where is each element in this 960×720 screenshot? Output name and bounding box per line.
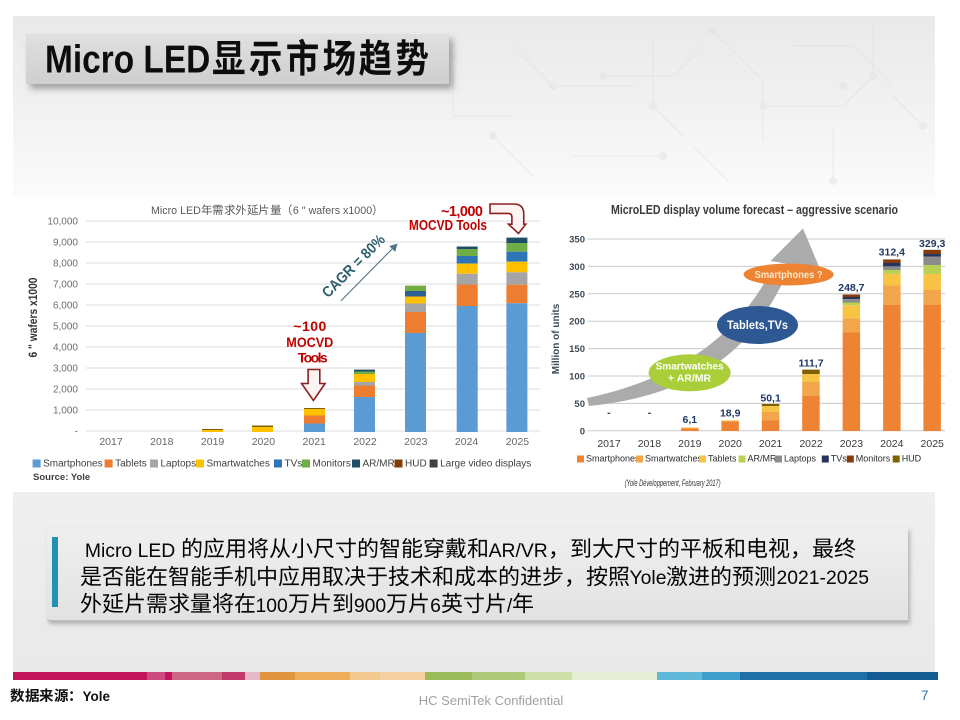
svg-text:350: 350: [569, 235, 585, 246]
svg-text:2020: 2020: [252, 436, 276, 448]
svg-text:MOCVD Tools: MOCVD Tools: [409, 218, 487, 234]
svg-text:250: 250: [569, 289, 585, 300]
svg-text:Laptops: Laptops: [784, 454, 817, 464]
svg-text:Million of units: Million of units: [551, 303, 562, 374]
svg-text:7,000: 7,000: [53, 280, 78, 291]
svg-text:~100: ~100: [293, 318, 326, 334]
svg-text:Smartwatches: Smartwatches: [645, 454, 703, 464]
svg-text:Smartwatches: Smartwatches: [207, 459, 270, 470]
svg-text:2024: 2024: [880, 438, 904, 450]
svg-text:329,3: 329,3: [919, 238, 945, 250]
svg-text:2018: 2018: [638, 438, 662, 450]
svg-text:1,000: 1,000: [53, 406, 78, 417]
svg-text:Smartphones ?: Smartphones ?: [755, 270, 823, 281]
svg-text:2017: 2017: [597, 438, 621, 450]
svg-text:2022: 2022: [799, 438, 823, 450]
svg-text:100: 100: [569, 372, 585, 383]
svg-text:9,000: 9,000: [53, 238, 78, 249]
svg-text:MOCVD: MOCVD: [286, 334, 333, 350]
svg-text:150: 150: [569, 344, 585, 355]
svg-text:-: -: [75, 427, 78, 438]
svg-text:2021: 2021: [303, 436, 327, 448]
svg-text:Tablets,TVs: Tablets,TVs: [727, 320, 788, 332]
svg-text:2024: 2024: [455, 436, 479, 448]
svg-text:2021: 2021: [759, 438, 783, 450]
svg-text:2018: 2018: [150, 436, 174, 448]
svg-text:Monitors: Monitors: [856, 454, 891, 464]
svg-text:8,000: 8,000: [53, 259, 78, 270]
svg-text:TVs: TVs: [285, 459, 303, 470]
svg-text:312,4: 312,4: [879, 246, 905, 258]
svg-text:248,7: 248,7: [838, 282, 864, 294]
svg-text:2019: 2019: [201, 436, 225, 448]
svg-text:10,000: 10,000: [47, 217, 78, 228]
svg-text:HUD: HUD: [405, 459, 427, 470]
svg-text:Tablets: Tablets: [708, 454, 737, 464]
svg-text:4,000: 4,000: [53, 343, 78, 354]
svg-text:6,1: 6,1: [682, 414, 697, 426]
svg-text:2,000: 2,000: [53, 385, 78, 396]
svg-text:Tablets: Tablets: [115, 459, 147, 470]
svg-text:Monitors: Monitors: [313, 459, 351, 470]
svg-text:2023: 2023: [404, 436, 428, 448]
svg-text:6,000: 6,000: [53, 301, 78, 312]
svg-text:Source: Yole: Source: Yole: [33, 472, 90, 483]
svg-text:3,000: 3,000: [53, 364, 78, 375]
svg-text:AR/MR: AR/MR: [363, 459, 395, 470]
svg-text:Laptops: Laptops: [161, 459, 197, 470]
svg-text:Smartwatches: Smartwatches: [656, 361, 724, 373]
svg-text:18,9: 18,9: [720, 407, 741, 419]
svg-text:(Yole Développement, February: (Yole Développement, February 2017): [625, 478, 721, 488]
svg-text:~1,000: ~1,000: [441, 204, 483, 220]
svg-text:50,1: 50,1: [760, 393, 781, 405]
svg-text:0: 0: [580, 426, 585, 437]
svg-text:2020: 2020: [719, 438, 743, 450]
svg-text:HUD: HUD: [902, 454, 922, 464]
svg-text:Tools: Tools: [298, 350, 328, 366]
svg-text:2017: 2017: [99, 436, 123, 448]
svg-text:AR/MR: AR/MR: [748, 454, 778, 464]
svg-text:5,000: 5,000: [53, 322, 78, 333]
svg-text:2019: 2019: [678, 438, 702, 450]
svg-text:TVs: TVs: [831, 454, 848, 464]
svg-text:Large video displays: Large video displays: [440, 459, 531, 470]
svg-text:6 " wafers x1000: 6 " wafers x1000: [28, 278, 40, 358]
svg-text:2025: 2025: [506, 436, 530, 448]
svg-text:MicroLED display volume foreca: MicroLED display volume forecast – aggre…: [611, 202, 898, 217]
svg-text:-: -: [607, 407, 611, 419]
svg-text:50: 50: [574, 399, 585, 410]
svg-text:200: 200: [569, 317, 585, 328]
svg-text:Smartphones: Smartphones: [586, 454, 640, 464]
svg-text:300: 300: [569, 262, 585, 273]
svg-text:2025: 2025: [921, 438, 945, 450]
svg-text:Smartphones: Smartphones: [43, 459, 102, 470]
svg-text:-: -: [648, 407, 652, 419]
svg-text:111,7: 111,7: [798, 358, 823, 370]
svg-text:2023: 2023: [840, 438, 864, 450]
svg-text:2022: 2022: [353, 436, 377, 448]
svg-text:+ AR/MR: + AR/MR: [668, 373, 711, 385]
